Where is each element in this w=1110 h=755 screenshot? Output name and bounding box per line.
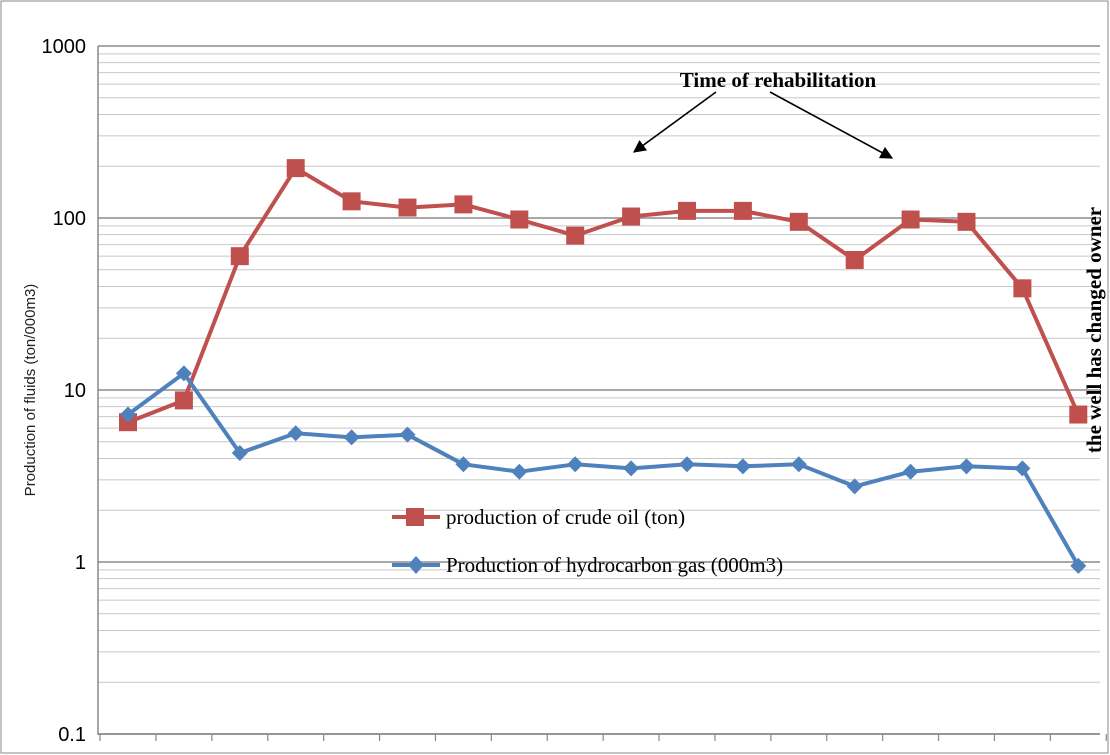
data-point-crude-oil bbox=[510, 210, 529, 229]
annotation-arrow-left bbox=[632, 91, 717, 153]
data-point-gas bbox=[175, 365, 192, 382]
x-axis-ticks bbox=[99, 734, 1107, 741]
data-point-gas bbox=[120, 406, 136, 423]
data-point-crude-oil bbox=[678, 201, 696, 220]
legend-label-gas: Production of hydrocarbon gas (000m3) bbox=[446, 553, 783, 577]
data-point-gas bbox=[231, 445, 248, 462]
annotation-owner-change: the well has changed owner bbox=[1082, 207, 1106, 453]
annotation-rehabilitation: Time of rehabilitation bbox=[680, 68, 877, 92]
data-point-gas bbox=[846, 478, 863, 495]
data-point-gas bbox=[343, 429, 360, 446]
data-point-crude-oil bbox=[845, 250, 864, 269]
y-tick-label: 10 bbox=[64, 380, 86, 402]
series-line-gas bbox=[126, 371, 1081, 567]
y-axis-label: Production of fluids (ton/000m3) bbox=[22, 284, 39, 497]
data-point-crude-oil bbox=[901, 210, 920, 229]
data-point-gas bbox=[511, 463, 528, 480]
data-point-gas bbox=[399, 426, 416, 443]
data-point-crude-oil bbox=[1013, 279, 1032, 298]
data-point-crude-oil bbox=[566, 226, 585, 245]
data-point-gas bbox=[567, 456, 584, 473]
legend-item-gas: Production of hydrocarbon gas (000m3) bbox=[392, 553, 783, 577]
data-point-gas bbox=[679, 456, 695, 473]
y-tick-label: 0.1 bbox=[58, 724, 86, 746]
data-point-gas bbox=[1070, 557, 1087, 574]
data-point-crude-oil bbox=[622, 207, 641, 226]
data-point-gas bbox=[734, 458, 751, 475]
data-point-gas bbox=[902, 463, 919, 480]
data-point-crude-oil bbox=[286, 159, 305, 178]
series-layer bbox=[119, 159, 1088, 574]
y-tick-label: 1000 bbox=[42, 36, 87, 58]
data-point-gas bbox=[1014, 460, 1031, 477]
legend-marker-gas bbox=[408, 556, 424, 574]
data-point-crude-oil bbox=[957, 212, 976, 231]
legend-item-crude-oil: production of crude oil (ton) bbox=[392, 505, 685, 529]
legend-label-crude-oil: production of crude oil (ton) bbox=[446, 505, 685, 529]
data-point-gas bbox=[623, 460, 640, 477]
minor-gridlines bbox=[98, 53, 1100, 683]
data-point-gas bbox=[287, 425, 304, 442]
legend: production of crude oil (ton) Production… bbox=[392, 505, 783, 577]
annotation-arrow-right bbox=[769, 91, 894, 159]
data-point-crude-oil bbox=[454, 195, 473, 214]
data-point-crude-oil bbox=[789, 212, 808, 231]
legend-marker-crude-oil bbox=[406, 508, 424, 526]
data-point-crude-oil bbox=[342, 192, 361, 211]
data-point-crude-oil bbox=[733, 201, 752, 220]
data-point-crude-oil bbox=[1069, 405, 1088, 424]
data-point-crude-oil bbox=[174, 391, 193, 410]
y-tick-label: 1 bbox=[75, 552, 86, 574]
data-point-gas bbox=[455, 456, 472, 473]
data-point-gas bbox=[790, 456, 807, 473]
data-point-crude-oil bbox=[230, 247, 249, 266]
series-line-crude-oil bbox=[127, 166, 1081, 425]
data-point-crude-oil bbox=[398, 198, 417, 217]
y-tick-label: 100 bbox=[53, 208, 86, 230]
data-point-gas bbox=[958, 458, 975, 475]
